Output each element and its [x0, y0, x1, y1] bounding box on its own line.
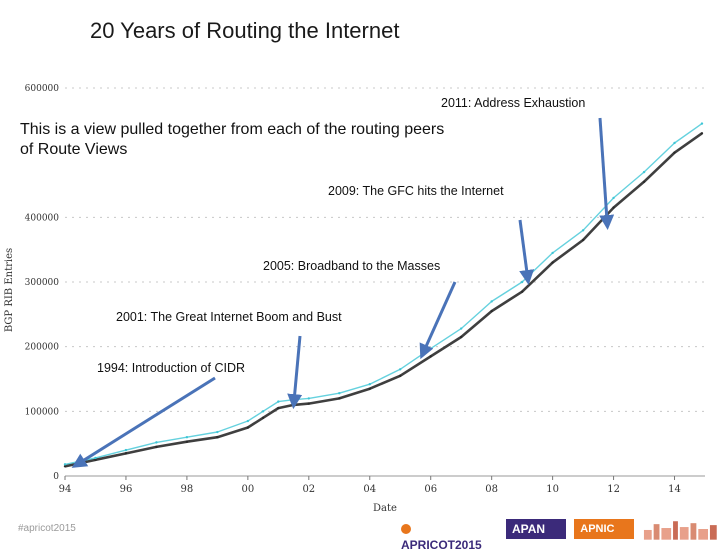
annotation-1994: 1994: Introduction of CIDR: [96, 361, 246, 375]
data-point: [490, 309, 493, 313]
data-point: [520, 290, 524, 293]
y-tick-label: 600000: [25, 84, 60, 94]
data-point: [216, 436, 219, 439]
annotation-2009: 2009: The GFC hits the Internet: [327, 184, 505, 198]
data-point: [94, 456, 97, 460]
data-point: [216, 430, 219, 434]
x-tick-label: 08: [485, 484, 498, 495]
x-tick-label: 02: [302, 484, 315, 495]
chart-series: [63, 122, 704, 468]
x-tick-label: 14: [668, 484, 681, 495]
annotation-arrows: [71, 117, 615, 468]
data-point: [581, 238, 585, 242]
annotation-arrow: [71, 376, 216, 468]
y-axis-ticks: 0 100000 200000 300000 400000 600000: [25, 84, 60, 482]
data-point: [155, 441, 158, 444]
data-point: [124, 448, 128, 452]
data-point: [520, 280, 524, 284]
x-tick-label: 00: [241, 484, 254, 495]
data-point: [612, 206, 615, 209]
x-axis-ticks: 94 96 98 00 02 04 06 08 10 12 14: [59, 476, 681, 495]
data-point: [368, 387, 371, 390]
annotation-arrow: [598, 117, 615, 231]
data-point: [642, 180, 646, 183]
data-point: [307, 402, 311, 405]
x-tick-label: 96: [120, 484, 133, 495]
annotation-2011: 2011: Address Exhaustion: [440, 96, 587, 110]
data-point: [642, 170, 646, 174]
data-point: [459, 327, 463, 330]
apricot-icon: [401, 524, 411, 534]
x-tick-label: 04: [363, 484, 376, 495]
x-tick-label: 12: [607, 484, 620, 495]
data-point: [63, 463, 67, 466]
data-point: [399, 374, 402, 377]
annotation-arrow: [419, 281, 457, 360]
intro-text: This is a view pulled together from each…: [20, 120, 450, 160]
y-tick-label: 0: [53, 472, 59, 482]
data-point: [459, 335, 463, 339]
data-point: [581, 229, 585, 232]
data-point: [246, 419, 250, 423]
apan-logo: APAN 39: [505, 519, 567, 552]
annotation-arrow: [518, 219, 535, 285]
annotation-arrow: [287, 335, 303, 410]
slide-title: 20 Years of Routing the Internet: [90, 18, 400, 43]
data-point: [368, 382, 371, 386]
data-point: [673, 151, 676, 154]
apricot-logo: APRICOT2015: [395, 519, 498, 552]
data-point: [277, 406, 280, 410]
y-axis-label: BGP RIB Entries: [4, 248, 15, 332]
data-point: [261, 410, 265, 413]
data-point: [429, 355, 432, 358]
apnic-logo: APNIC 39: [574, 519, 635, 551]
x-tick-label: 06: [424, 484, 437, 495]
routing-chart: 0 100000 200000 300000 400000 600000 94 96 98 00…: [4, 84, 705, 514]
data-point: [551, 251, 554, 255]
data-point: [185, 440, 189, 443]
x-tick-label: 98: [181, 484, 194, 495]
data-point: [124, 452, 128, 455]
x-tick-label: 94: [59, 484, 72, 495]
data-point: [338, 397, 341, 400]
y-tick-label: 100000: [25, 407, 60, 417]
data-point: [63, 465, 67, 468]
data-point: [185, 436, 189, 439]
chart-grid: [65, 87, 705, 477]
annotation-2001: 2001: The Great Internet Boom and Bust: [115, 310, 343, 324]
city-skyline-icon: [644, 521, 718, 540]
y-tick-label: 200000: [25, 343, 60, 353]
y-tick-label: 400000: [25, 213, 60, 223]
data-point: [399, 368, 402, 371]
data-point: [490, 300, 493, 303]
sponsor-logos: APRICOT2015 APAN 39 APNIC 39: [395, 518, 720, 552]
y-tick-label: 300000: [25, 278, 60, 288]
data-point: [700, 122, 704, 125]
footer-hashtag: #apricot2015: [18, 523, 76, 534]
data-point: [612, 196, 615, 200]
annotation-2005: 2005: Broadband to the Masses: [262, 259, 442, 273]
data-point: [429, 347, 432, 350]
data-point: [700, 132, 704, 135]
data-point: [261, 416, 265, 419]
data-point: [246, 426, 250, 429]
data-point: [155, 445, 158, 449]
data-point: [338, 392, 341, 395]
x-tick-label: 10: [546, 484, 559, 495]
series-line: [64, 132, 703, 468]
data-point: [94, 458, 97, 462]
series-line: [64, 123, 703, 466]
data-point: [307, 397, 311, 400]
x-axis-label: Date: [373, 503, 397, 514]
data-point: [673, 141, 676, 145]
data-point: [277, 400, 280, 403]
data-point: [551, 261, 554, 264]
